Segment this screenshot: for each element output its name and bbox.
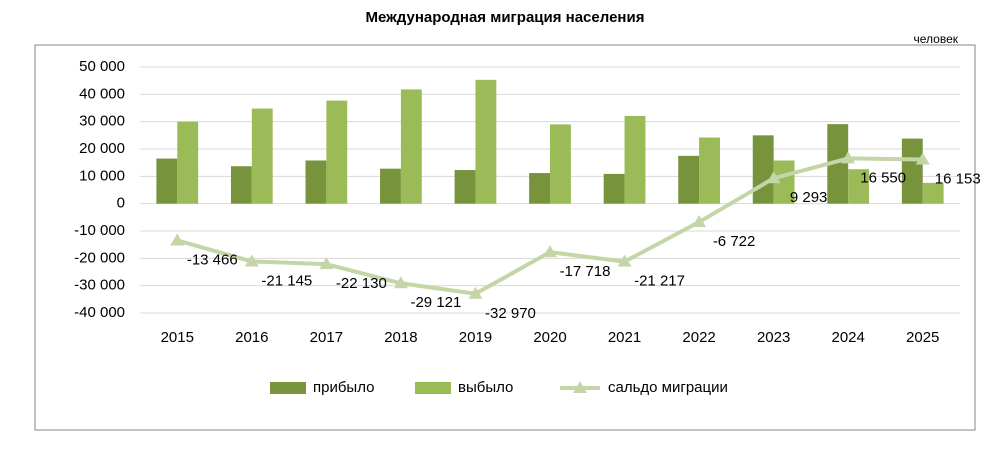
y-tick-label: 50 000 bbox=[79, 58, 125, 75]
marker bbox=[244, 254, 259, 267]
bar bbox=[922, 182, 944, 204]
bar bbox=[251, 108, 273, 204]
legend-label: выбыло bbox=[458, 379, 513, 396]
bar bbox=[177, 121, 199, 204]
y-tick-label: -40 000 bbox=[74, 304, 125, 321]
bar bbox=[156, 158, 178, 204]
bar bbox=[380, 168, 401, 204]
bar bbox=[678, 155, 700, 204]
y-tick-label: 40 000 bbox=[79, 85, 125, 102]
data-label: -32 970 bbox=[485, 305, 536, 322]
marker bbox=[617, 254, 632, 267]
x-tick-label: 2017 bbox=[310, 329, 343, 346]
x-tick-label: 2016 bbox=[235, 329, 268, 346]
data-label: -17 718 bbox=[560, 263, 611, 280]
y-tick-label: -20 000 bbox=[74, 249, 125, 266]
data-label: 16 153 bbox=[935, 170, 981, 187]
bar bbox=[475, 79, 497, 204]
bar bbox=[752, 135, 774, 204]
bar bbox=[550, 124, 571, 204]
legend-swatch bbox=[270, 382, 306, 394]
unit-label: человек bbox=[913, 32, 958, 46]
y-tick-label: -30 000 bbox=[74, 277, 125, 294]
legend-marker bbox=[573, 381, 587, 393]
marker bbox=[170, 233, 185, 246]
data-label: -6 722 bbox=[713, 233, 756, 250]
x-tick-label: 2025 bbox=[906, 329, 939, 346]
bar bbox=[603, 173, 625, 204]
bar bbox=[326, 100, 348, 204]
x-tick-label: 2022 bbox=[682, 329, 715, 346]
marker bbox=[319, 257, 334, 270]
marker bbox=[393, 276, 408, 289]
data-label: -22 130 bbox=[336, 275, 387, 292]
marker bbox=[841, 151, 856, 164]
marker bbox=[692, 215, 707, 228]
bar bbox=[848, 169, 870, 204]
x-tick-label: 2018 bbox=[384, 329, 417, 346]
data-label: -21 217 bbox=[634, 273, 685, 290]
chart-border bbox=[34, 44, 976, 431]
bar bbox=[305, 160, 327, 204]
x-tick-label: 2020 bbox=[533, 329, 566, 346]
bar bbox=[827, 124, 849, 204]
chart-title: Международная миграция населения bbox=[366, 9, 645, 26]
bar bbox=[529, 173, 550, 204]
x-tick-label: 2019 bbox=[459, 329, 492, 346]
marker bbox=[915, 152, 930, 165]
y-tick-label: 10 000 bbox=[79, 167, 125, 184]
bar bbox=[624, 115, 646, 204]
x-tick-label: 2021 bbox=[608, 329, 641, 346]
x-tick-label: 2015 bbox=[161, 329, 194, 346]
data-label: -13 466 bbox=[187, 251, 238, 268]
bar bbox=[901, 138, 923, 204]
y-tick-label: 20 000 bbox=[79, 140, 125, 157]
y-tick-label: 0 bbox=[117, 195, 125, 212]
marker bbox=[543, 245, 557, 258]
legend-swatch bbox=[415, 382, 451, 394]
bar bbox=[699, 137, 720, 204]
marker bbox=[468, 286, 483, 299]
y-tick-label: 30 000 bbox=[79, 113, 125, 130]
marker bbox=[766, 171, 781, 184]
data-label: -29 121 bbox=[410, 294, 461, 311]
legend-label: сальдо миграции bbox=[608, 379, 728, 396]
data-label: -21 145 bbox=[261, 272, 312, 289]
y-tick-label: -10 000 bbox=[74, 222, 125, 239]
bar bbox=[230, 166, 252, 204]
bar bbox=[773, 160, 795, 204]
data-label: 9 293 bbox=[790, 189, 828, 206]
bar bbox=[454, 170, 476, 204]
x-tick-label: 2024 bbox=[831, 329, 864, 346]
x-tick-label: 2023 bbox=[757, 329, 790, 346]
legend-label: прибыло bbox=[313, 379, 374, 396]
data-label: 16 550 bbox=[860, 169, 906, 186]
bar bbox=[400, 89, 422, 204]
